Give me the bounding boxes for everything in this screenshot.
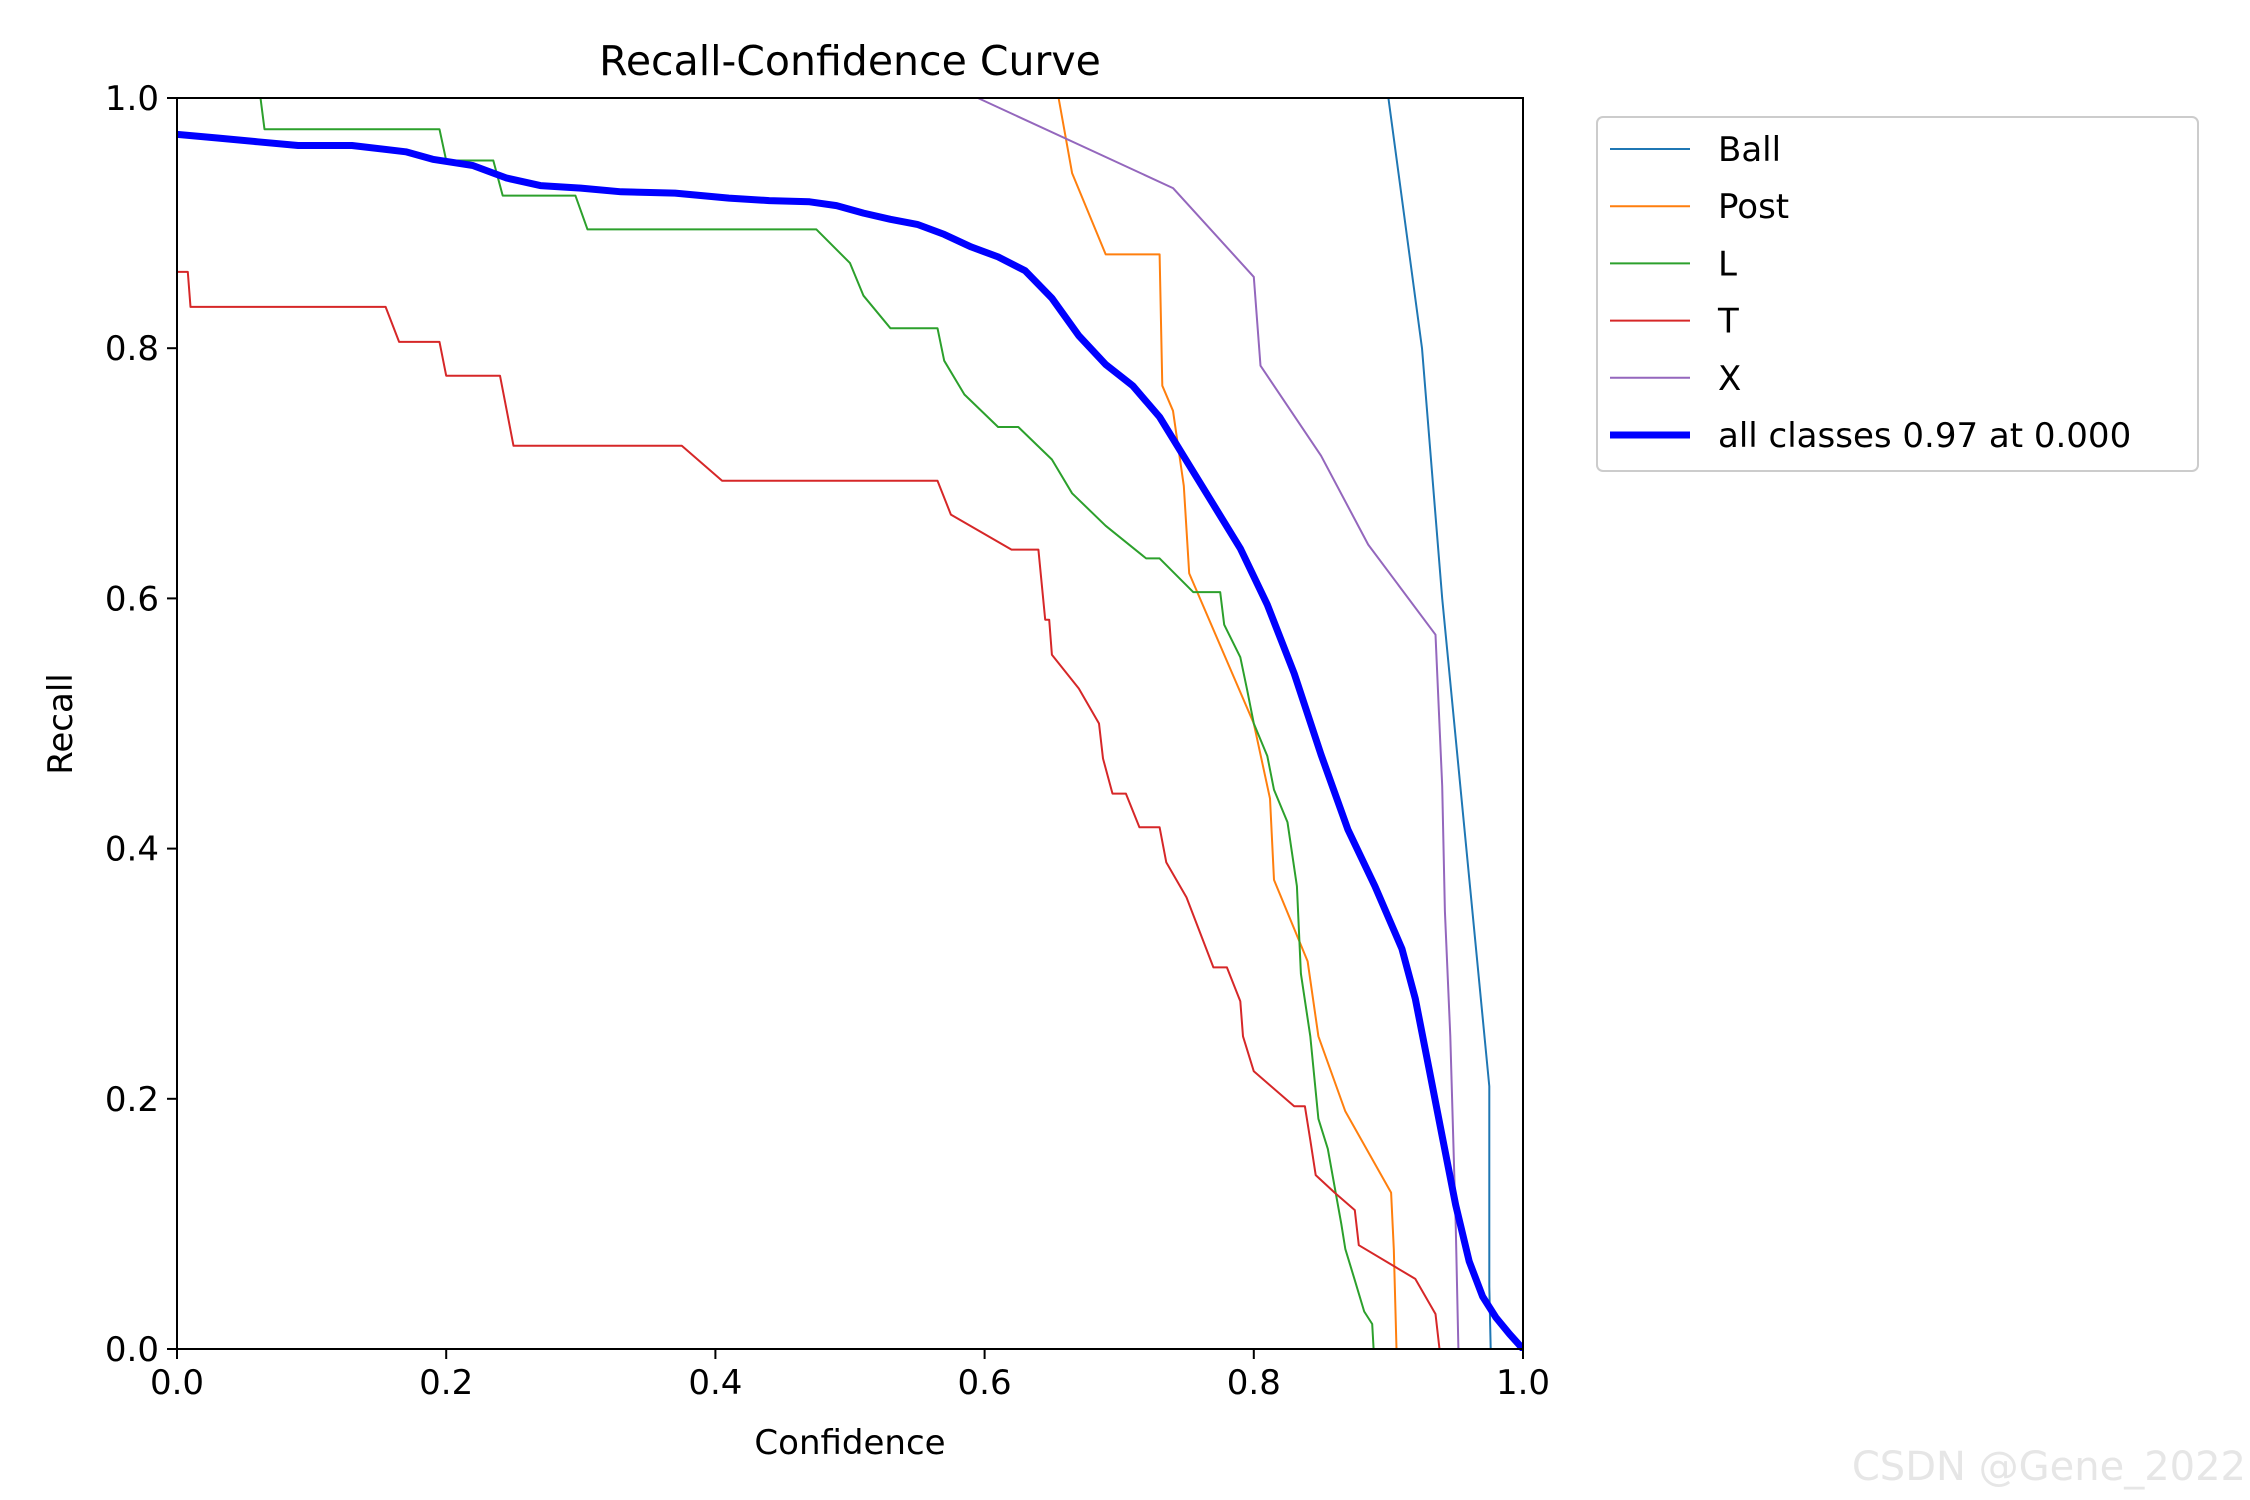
legend-label: Ball: [1718, 130, 1781, 170]
x-axis: 0.0 0.2 0.4 0.6 0.8 1.0: [150, 1349, 1550, 1403]
series-line-5: [177, 130, 1523, 1351]
x-tick-label: 0.0: [150, 1363, 204, 1403]
chart-title: Recall-Confidence Curve: [599, 37, 1101, 85]
x-tick-label: 0.2: [419, 1363, 473, 1403]
y-tick-label: 0.6: [105, 579, 159, 619]
y-tick-label: 0.2: [105, 1080, 159, 1120]
x-tick-label: 0.6: [958, 1363, 1012, 1403]
plot-frame: [176, 97, 1524, 1350]
series-line-0: [1387, 97, 1523, 1350]
series-layer: [177, 97, 1523, 1351]
y-tick-label: 1.0: [105, 79, 159, 119]
x-tick-label: 0.4: [688, 1363, 742, 1403]
legend-label: all classes 0.97 at 0.000: [1718, 416, 2131, 456]
y-axis: 0.0 0.2 0.4 0.6 0.8 1.0: [105, 79, 177, 1370]
y-tick-label: 0.4: [105, 830, 159, 870]
y-tick-label: 0.8: [105, 329, 159, 369]
legend-label: T: [1717, 302, 1739, 342]
series-line-2: [177, 97, 1523, 1350]
series-line-1: [1057, 97, 1523, 1350]
series-line-3: [177, 270, 1523, 1350]
x-axis-label: Confidence: [754, 1423, 945, 1463]
y-axis-label: Recall: [41, 673, 81, 774]
x-tick-label: 1.0: [1496, 1363, 1550, 1403]
legend-label: Post: [1718, 187, 1789, 227]
x-tick-label: 0.8: [1227, 1363, 1281, 1403]
series-line-4: [976, 97, 1523, 1350]
y-tick-label: 0.0: [105, 1330, 159, 1370]
watermark: CSDN @Gene_2022: [1851, 1444, 2246, 1490]
legend-box: [1596, 116, 2199, 472]
legend-label: L: [1718, 244, 1737, 284]
legend-label: X: [1718, 359, 1741, 399]
